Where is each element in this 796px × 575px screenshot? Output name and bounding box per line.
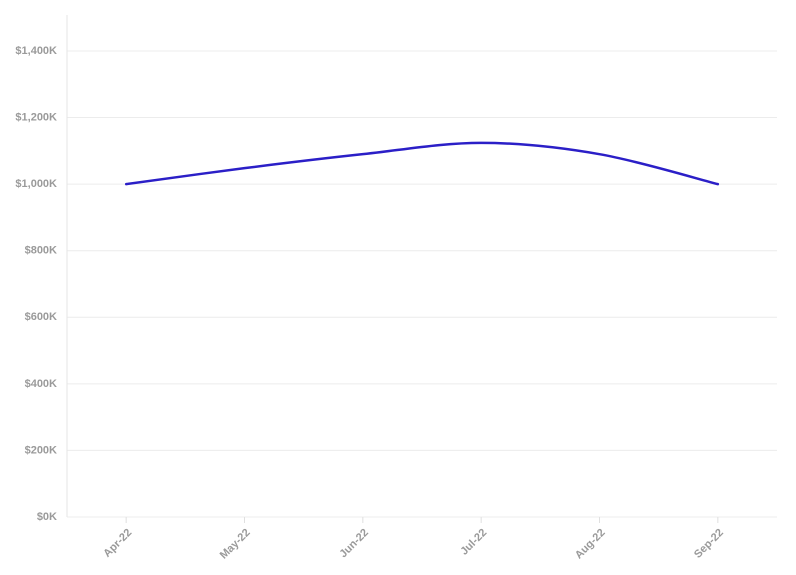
y-tick-label: $1,400K bbox=[15, 45, 57, 57]
y-tick-label: $400K bbox=[25, 378, 57, 390]
y-tick-label: $1,000K bbox=[15, 178, 57, 190]
x-tick-label: Sep-22 bbox=[692, 527, 726, 561]
x-tick-label: Jul-22 bbox=[458, 527, 489, 558]
line-series bbox=[124, 141, 720, 186]
y-tick-label: $800K bbox=[25, 245, 57, 257]
y-tick-label: $0K bbox=[37, 511, 57, 523]
x-tick-label: Aug-22 bbox=[573, 527, 608, 562]
y-tick-label: $200K bbox=[25, 444, 57, 456]
x-tick-label: Apr-22 bbox=[101, 527, 134, 560]
y-tick-label: $600K bbox=[25, 311, 57, 323]
x-tick-label: May-22 bbox=[218, 527, 253, 562]
x-tick-label: Jun-22 bbox=[337, 527, 371, 561]
y-tick-label: $1,200K bbox=[15, 111, 57, 123]
